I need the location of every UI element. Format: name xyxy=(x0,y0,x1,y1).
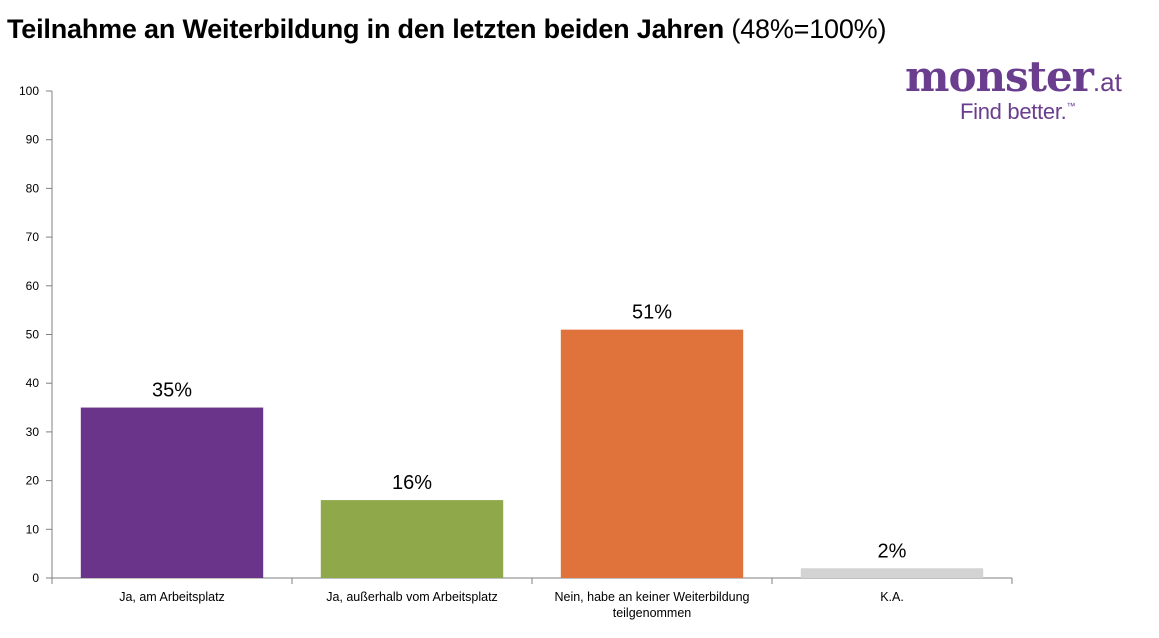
data-label: 2% xyxy=(878,540,907,562)
bar xyxy=(80,407,264,578)
data-label: 35% xyxy=(152,380,192,402)
y-tick-label: 70 xyxy=(26,230,40,244)
data-label: 16% xyxy=(392,472,432,494)
y-tick-label: 50 xyxy=(26,328,40,342)
y-tick-label: 40 xyxy=(26,376,40,390)
x-tick-label: Ja, am Arbeitsplatz xyxy=(119,590,225,604)
y-tick-label: 0 xyxy=(32,571,39,585)
data-label: 51% xyxy=(632,302,672,324)
monster-logo: monster.at Find better.™ xyxy=(905,55,1140,130)
y-tick-label: 100 xyxy=(19,84,39,98)
logo-wordmark: monster.at xyxy=(905,52,1122,101)
y-tick-label: 80 xyxy=(26,181,40,195)
x-tick-label: Nein, habe an keiner Weiterbildung xyxy=(554,590,749,604)
y-tick-label: 30 xyxy=(26,425,40,439)
x-tick-label: Ja, außerhalb vom Arbeitsplatz xyxy=(326,590,498,604)
y-tick-label: 10 xyxy=(26,522,40,536)
logo-tagline: Find better.™ xyxy=(960,99,1076,124)
x-tick-label: teilgenommen xyxy=(613,606,692,620)
chart-title-base-note: (48%=100%) xyxy=(731,14,887,44)
bar xyxy=(800,568,984,578)
chart-title: Teilnahme an Weiterbildung in den letzte… xyxy=(7,14,886,45)
chart-title-main: Teilnahme an Weiterbildung in den letzte… xyxy=(7,14,725,44)
bar xyxy=(320,500,504,578)
y-tick-label: 90 xyxy=(26,133,40,147)
x-tick-label: K.A. xyxy=(880,590,904,604)
y-tick-label: 60 xyxy=(26,279,40,293)
y-tick-label: 20 xyxy=(26,474,40,488)
bar xyxy=(560,329,744,578)
